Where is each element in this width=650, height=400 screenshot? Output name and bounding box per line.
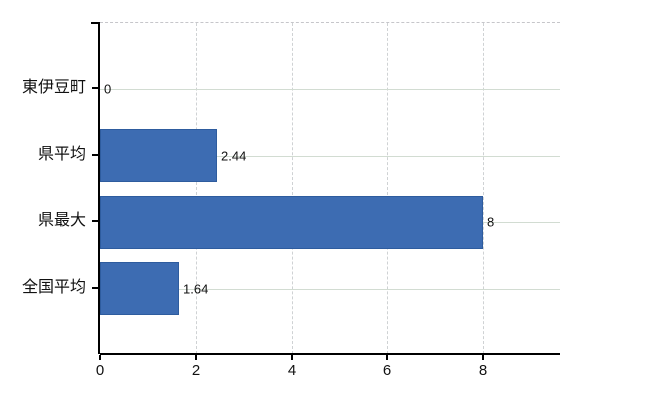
bar-value-label: 1.64: [183, 281, 209, 297]
category-label: 全国平均: [21, 279, 86, 296]
horizontal-gridline: [100, 89, 560, 90]
bar-value-label: 2.44: [221, 148, 247, 164]
vertical-gridline: [292, 23, 293, 354]
category-label: 県平均: [37, 146, 86, 163]
bar-1: [100, 129, 217, 182]
vertical-gridline: [483, 23, 484, 354]
x-axis-line: [100, 353, 560, 355]
x-axis-tick: [386, 355, 388, 360]
y-axis-tick: [92, 87, 99, 89]
bar-value-label: 0: [104, 81, 112, 97]
x-axis-tick-label: 2: [191, 362, 201, 379]
bar-2: [100, 196, 483, 249]
horizontal-gridline: [100, 156, 560, 157]
plot-area: 0 2.44 8 1.64: [100, 22, 560, 354]
x-axis-tick: [291, 355, 293, 360]
x-axis-tick-label: 4: [287, 362, 297, 379]
y-axis-tick: [92, 220, 99, 222]
x-axis-tick-label: 6: [382, 362, 392, 379]
vertical-gridline: [387, 23, 388, 354]
category-label: 東伊豆町: [21, 79, 86, 96]
y-axis-tick: [92, 154, 99, 156]
y-axis-tick: [92, 287, 99, 289]
y-axis-line: [98, 22, 100, 354]
x-axis-tick: [482, 355, 484, 360]
bar-3: [100, 262, 179, 315]
x-axis-tick-label: 0: [95, 362, 105, 379]
y-axis-tick: [91, 22, 99, 24]
x-axis-tick: [99, 355, 101, 360]
x-axis-tick: [195, 355, 197, 360]
category-label: 県最大: [37, 212, 86, 229]
x-axis-tick-label: 8: [478, 362, 488, 379]
horizontal-gridline: [100, 289, 560, 290]
bar-value-label: 8: [487, 214, 495, 230]
vertical-gridline: [196, 23, 197, 354]
